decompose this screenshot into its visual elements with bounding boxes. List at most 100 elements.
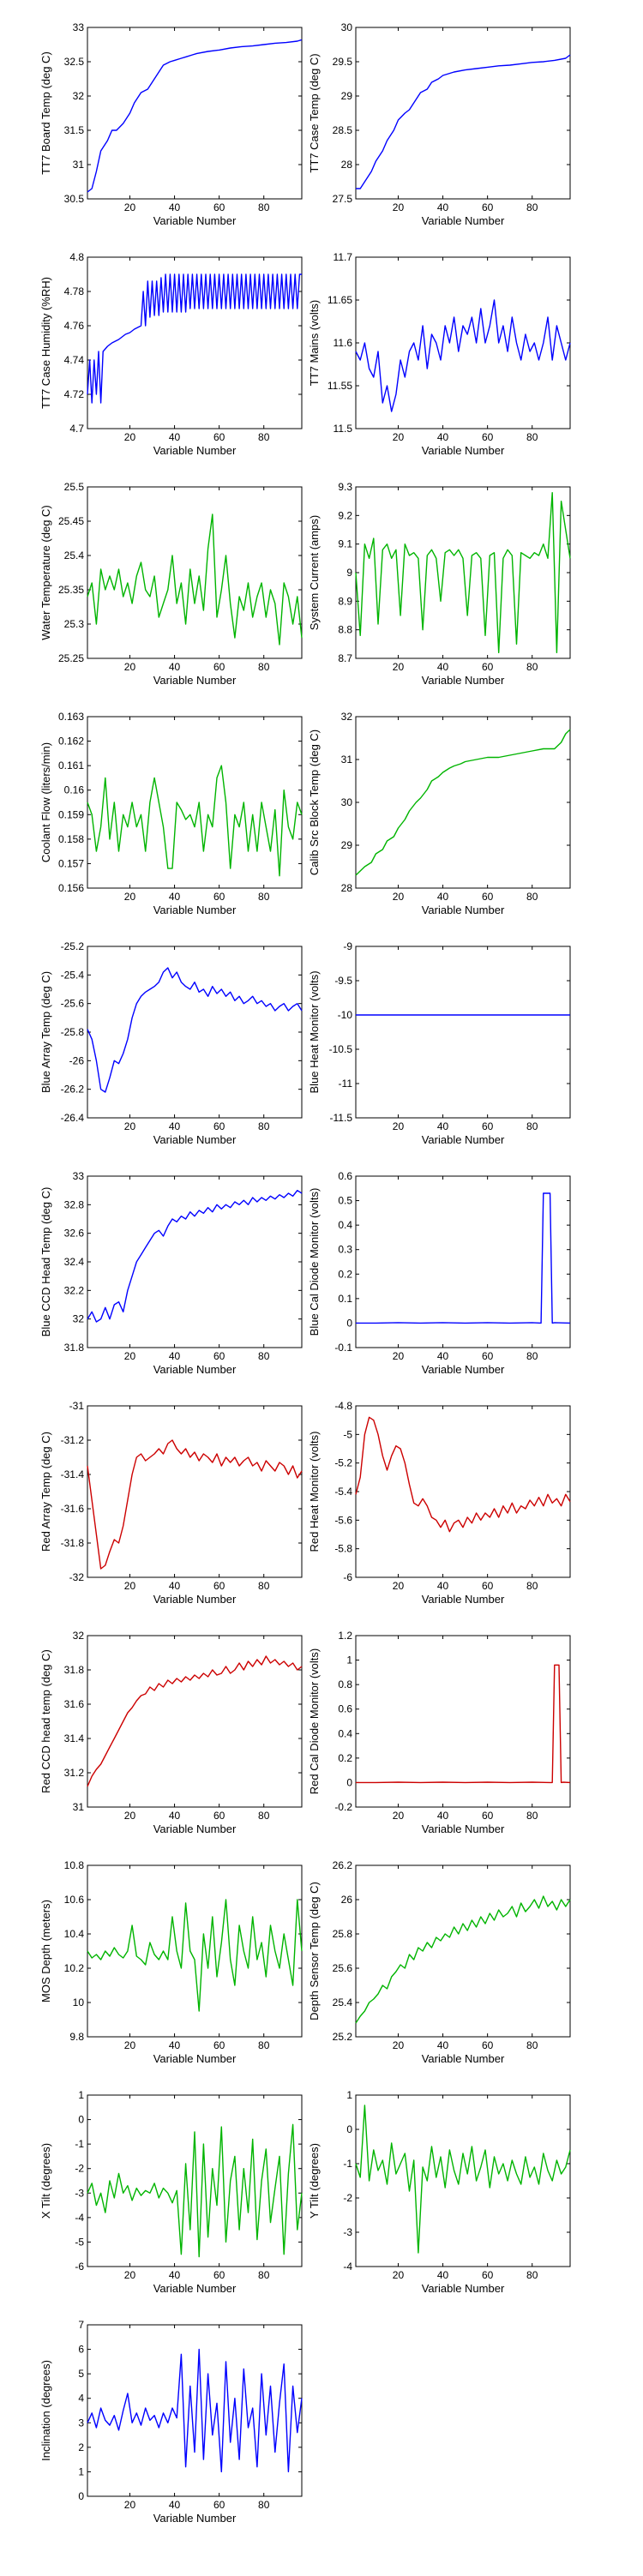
- x-tick-label: 60: [482, 201, 494, 213]
- x-axis-label: Variable Number: [422, 1133, 505, 1146]
- chart-panel: 20 40 60 80 0.156 0.157 0.158 0.159 0.16 0.161 0.1…: [39, 711, 303, 916]
- x-tick-label: 60: [482, 1350, 494, 1362]
- x-tick-label: 40: [169, 1350, 181, 1362]
- chart-panel: 20 40 60 80 31.8 32 32.2 32.4 32.6 32.8 33 Variable…: [39, 1170, 303, 1376]
- y-tick-label: 0.2: [338, 1752, 352, 1764]
- series-line: [355, 2105, 571, 2254]
- y-tick-label: 8.8: [338, 624, 352, 636]
- y-tick-label: 4.8: [69, 251, 84, 263]
- x-tick-label: 80: [526, 431, 538, 443]
- y-tick-label: 1: [346, 2089, 352, 2101]
- y-tick-label: 32: [73, 90, 85, 102]
- y-axis-label: Depth Sensor Temp (deg C): [308, 1882, 321, 2021]
- plot-area: [355, 1864, 571, 2038]
- y-tick-label: 27.5: [333, 193, 353, 205]
- x-tick-label: 20: [124, 201, 136, 213]
- y-tick-label: 0.1: [338, 1293, 352, 1305]
- x-axis-label: Variable Number: [153, 444, 237, 457]
- chart-panel: 20 40 60 80 31 31.2 31.4 31.6 31.8 32 Variable Num…: [39, 1630, 303, 1835]
- y-tick-label: 0.4: [338, 1219, 352, 1231]
- y-tick-label: 0: [346, 2123, 352, 2135]
- y-tick-label: -0.2: [334, 1801, 352, 1813]
- x-tick-label: 80: [526, 891, 538, 903]
- y-axis-label: Blue Heat Monitor (volts): [308, 970, 321, 1093]
- y-tick-label: -5: [75, 2236, 84, 2248]
- y-tick-label: 7: [78, 2319, 84, 2331]
- x-tick-label: 60: [213, 661, 225, 673]
- y-tick-label: -9: [343, 940, 352, 952]
- y-tick-label: 0.156: [58, 882, 84, 894]
- x-tick-label: 80: [258, 1580, 270, 1592]
- plot-area: [355, 1405, 571, 1578]
- y-axis-label: TT7 Case Humidity (%RH): [39, 277, 52, 409]
- x-tick-label: 40: [437, 1580, 449, 1592]
- y-tick-label: 32.5: [64, 56, 85, 68]
- y-tick-label: -31.6: [61, 1503, 85, 1515]
- x-tick-label: 60: [482, 2039, 494, 2051]
- y-tick-label: 30.5: [64, 193, 85, 205]
- y-tick-label: -31: [69, 1400, 85, 1412]
- series-line: [87, 39, 303, 193]
- plot-area: [87, 256, 303, 429]
- chart-panel: 20 40 60 80 4.7 4.72 4.74 4.76 4.78 4.8 Variable N…: [39, 251, 303, 457]
- x-tick-label: 60: [482, 2269, 494, 2281]
- y-tick-label: 9.2: [338, 509, 352, 521]
- x-tick-label: 40: [169, 891, 181, 903]
- x-tick-label: 20: [124, 661, 136, 673]
- x-tick-label: 40: [169, 2269, 181, 2281]
- y-tick-label: 9.8: [69, 2031, 84, 2043]
- y-tick-label: 32.6: [64, 1228, 85, 1240]
- y-tick-label: -6: [343, 1571, 352, 1583]
- x-tick-label: 80: [526, 1120, 538, 1132]
- y-tick-label: 25.4: [64, 549, 85, 561]
- x-tick-label: 80: [526, 2269, 538, 2281]
- x-tick-label: 20: [393, 2039, 405, 2051]
- y-tick-label: 31: [73, 1801, 85, 1813]
- y-tick-label: 6: [78, 2344, 84, 2356]
- chart-panel: 20 40 60 80 0 1 2 3 4 5 6 7 Variable Number Inclinati…: [39, 2319, 303, 2525]
- x-tick-label: 60: [213, 2499, 225, 2511]
- x-tick-label: 80: [258, 661, 270, 673]
- y-tick-label: 10.2: [64, 1962, 85, 1974]
- y-tick-label: 0.6: [338, 1170, 352, 1182]
- x-tick-label: 80: [258, 891, 270, 903]
- y-tick-label: 0.8: [338, 1678, 352, 1690]
- y-tick-label: 0.161: [58, 760, 84, 772]
- y-tick-label: 11.6: [334, 337, 353, 349]
- x-tick-label: 20: [124, 2499, 136, 2511]
- y-tick-label: -2: [75, 2163, 84, 2175]
- series-line: [355, 1416, 571, 1533]
- x-tick-label: 80: [258, 431, 270, 443]
- series-line: [87, 2348, 303, 2473]
- series-line: [87, 1655, 303, 1787]
- series-line: [87, 1899, 303, 2012]
- y-tick-label: -5.8: [334, 1543, 352, 1555]
- x-axis-label: Variable Number: [153, 214, 237, 227]
- y-tick-label: -25.8: [61, 1026, 85, 1038]
- y-tick-label: -5: [343, 1428, 352, 1440]
- y-tick-label: 29: [341, 839, 353, 851]
- y-axis-label: Calib Src Block Temp (deg C): [308, 730, 321, 875]
- series-line: [355, 1895, 571, 2024]
- y-tick-label: -32: [69, 1571, 85, 1583]
- series-line: [87, 273, 302, 404]
- x-tick-label: 20: [393, 891, 405, 903]
- y-tick-label: 25.3: [64, 618, 85, 630]
- y-tick-label: 32.2: [64, 1284, 85, 1296]
- y-tick-label: -25.2: [61, 940, 85, 952]
- y-tick-label: 4.78: [64, 285, 85, 297]
- series-line: [355, 729, 571, 876]
- y-tick-label: -4: [343, 2261, 352, 2273]
- x-tick-label: 60: [213, 1350, 225, 1362]
- series-line: [87, 2123, 303, 2258]
- x-tick-label: 20: [393, 2269, 405, 2281]
- y-tick-label: 3: [78, 2417, 84, 2429]
- y-tick-label: 9: [346, 567, 352, 579]
- y-tick-label: 31.2: [64, 1767, 85, 1779]
- y-tick-label: -10.5: [329, 1043, 353, 1055]
- x-tick-label: 60: [213, 1810, 225, 1822]
- x-axis-label: Variable Number: [422, 2052, 505, 2065]
- x-tick-label: 40: [437, 2039, 449, 2051]
- y-tick-label: 25.8: [333, 1928, 353, 1940]
